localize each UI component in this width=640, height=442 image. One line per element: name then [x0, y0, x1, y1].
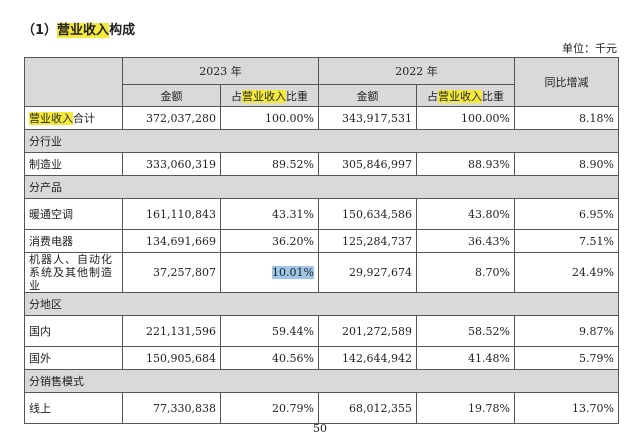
amount-2022: 68,012,355: [318, 392, 417, 424]
header-row-years: 2023 年 2022 年 同比增减: [24, 57, 619, 107]
share-2022: 88.93%: [416, 152, 515, 176]
table-row-hvac: 暖通空调 161,110,843 43.31% 150,634,586 43.8…: [24, 198, 619, 230]
row-label: 线上: [24, 392, 123, 424]
share-post: 比重: [482, 89, 504, 103]
header-row-fields: 金额 占营业收入比重 金额 占营业收入比重: [25, 84, 619, 107]
amount-2023: 77,330,838: [122, 392, 221, 424]
yoy-change: 8.90%: [514, 152, 619, 176]
share-2022: 8.70%: [416, 252, 515, 293]
header-blank: [24, 57, 123, 107]
yoy-change: 24.49%: [514, 252, 619, 293]
page-number: 50: [313, 422, 327, 435]
section-title: （1）营业收入构成: [22, 19, 135, 38]
section-row-region: 分地区: [24, 292, 619, 316]
amount-2022: 142,644,942: [318, 346, 417, 370]
header-amount-2022: 金额: [318, 84, 417, 107]
section-label: 分销售模式: [24, 369, 619, 393]
amount-2023: 333,060,319: [122, 152, 221, 176]
table-row-total: 营业收入合计 372,037,280 100.00% 343,917,531 1…: [24, 106, 619, 130]
section-row-product: 分产品: [24, 175, 619, 199]
amount-2022: 343,917,531: [318, 106, 417, 130]
table-row-online: 线上 77,330,838 20.79% 68,012,355 19.78% 1…: [24, 392, 619, 424]
yoy-change: 13.70%: [514, 392, 619, 424]
table-row-overseas: 国外 150,905,684 40.56% 142,644,942 41.48%…: [24, 346, 619, 370]
row-label: 机器人、自动化系统及其他制造业: [24, 252, 123, 293]
title-prefix: （1）: [22, 23, 58, 38]
row-label: 消费电器: [24, 229, 123, 253]
share-2022: 58.52%: [416, 315, 515, 347]
share-2023: 40.56%: [220, 346, 319, 370]
row-label: 制造业: [24, 152, 123, 176]
share-2023: 89.52%: [220, 152, 319, 176]
row-label: 国内: [24, 315, 123, 347]
share-2023: 100.00%: [220, 106, 319, 130]
section-label: 分行业: [24, 129, 619, 153]
share-pre: 占: [231, 89, 242, 103]
share-2022: 36.43%: [416, 229, 515, 253]
amount-2023: 37,257,807: [122, 252, 221, 293]
amount-2022: 201,272,589: [318, 315, 417, 347]
yoy-change: 7.51%: [514, 229, 619, 253]
section-label: 分产品: [24, 175, 619, 199]
share-2023: 36.20%: [220, 229, 319, 253]
share-2023: 20.79%: [220, 392, 319, 424]
yoy-change: 9.87%: [514, 315, 619, 347]
share-2022: 41.48%: [416, 346, 515, 370]
title-highlight: 营业收入: [57, 23, 110, 38]
amount-2022: 150,634,586: [318, 198, 417, 230]
section-row-industry: 分行业: [24, 129, 619, 153]
label-rest: 合计: [73, 112, 95, 125]
amount-2022: 29,927,674: [318, 252, 417, 293]
section-label: 分地区: [24, 292, 619, 316]
share-pre: 占: [427, 89, 438, 103]
yoy-change: 6.95%: [514, 198, 619, 230]
amount-2023: 134,691,669: [122, 229, 221, 253]
amount-2023: 161,110,843: [122, 198, 221, 230]
row-label: 营业收入合计: [24, 106, 123, 130]
share-highlight: 营业收入: [242, 89, 286, 103]
unit-label: 单位：千元: [562, 42, 617, 55]
share-highlight: 营业收入: [438, 89, 482, 103]
section-row-sales-channel: 分销售模式: [24, 369, 619, 393]
amount-2022: 305,846,997: [318, 152, 417, 176]
header-share-2023: 占营业收入比重: [220, 84, 319, 107]
share-2022: 19.78%: [416, 392, 515, 424]
share-2023: 10.01%: [220, 252, 319, 293]
title-suffix: 构成: [109, 23, 136, 38]
header-yoy-change: 同比增减: [514, 57, 619, 107]
amount-2022: 125,284,737: [318, 229, 417, 253]
table-row-consumer-appliances: 消费电器 134,691,669 36.20% 125,284,737 36.4…: [24, 229, 619, 253]
share-2023: 43.31%: [220, 198, 319, 230]
header-year-2022: 2022 年: [318, 57, 515, 85]
share-post: 比重: [286, 89, 308, 103]
header-year-2023: 2023 年: [122, 57, 319, 85]
table-row-robotics: 机器人、自动化系统及其他制造业 37,257,807 10.01% 29,927…: [24, 252, 619, 293]
share-2022: 43.80%: [416, 198, 515, 230]
share-2022: 100.00%: [416, 106, 515, 130]
row-label: 暖通空调: [24, 198, 123, 230]
header-share-2022: 占营业收入比重: [416, 84, 515, 107]
amount-2023: 221,131,596: [122, 315, 221, 347]
yoy-change: 5.79%: [514, 346, 619, 370]
row-label: 国外: [24, 346, 123, 370]
table-row-manufacturing: 制造业 333,060,319 89.52% 305,846,997 88.93…: [24, 152, 619, 176]
amount-2023: 372,037,280: [122, 106, 221, 130]
yoy-change: 8.18%: [514, 106, 619, 130]
header-amount-2023: 金额: [122, 84, 221, 107]
table-row-domestic: 国内 221,131,596 59.44% 201,272,589 58.52%…: [24, 315, 619, 347]
highlighted-value: 10.01%: [272, 266, 314, 279]
label-highlight: 营业收入: [29, 112, 73, 125]
share-2023: 59.44%: [220, 315, 319, 347]
amount-2023: 150,905,684: [122, 346, 221, 370]
revenue-table: 2023 年 2022 年 同比增减 金额 占营业收入比重 金额 占营业收入比重…: [24, 57, 619, 424]
